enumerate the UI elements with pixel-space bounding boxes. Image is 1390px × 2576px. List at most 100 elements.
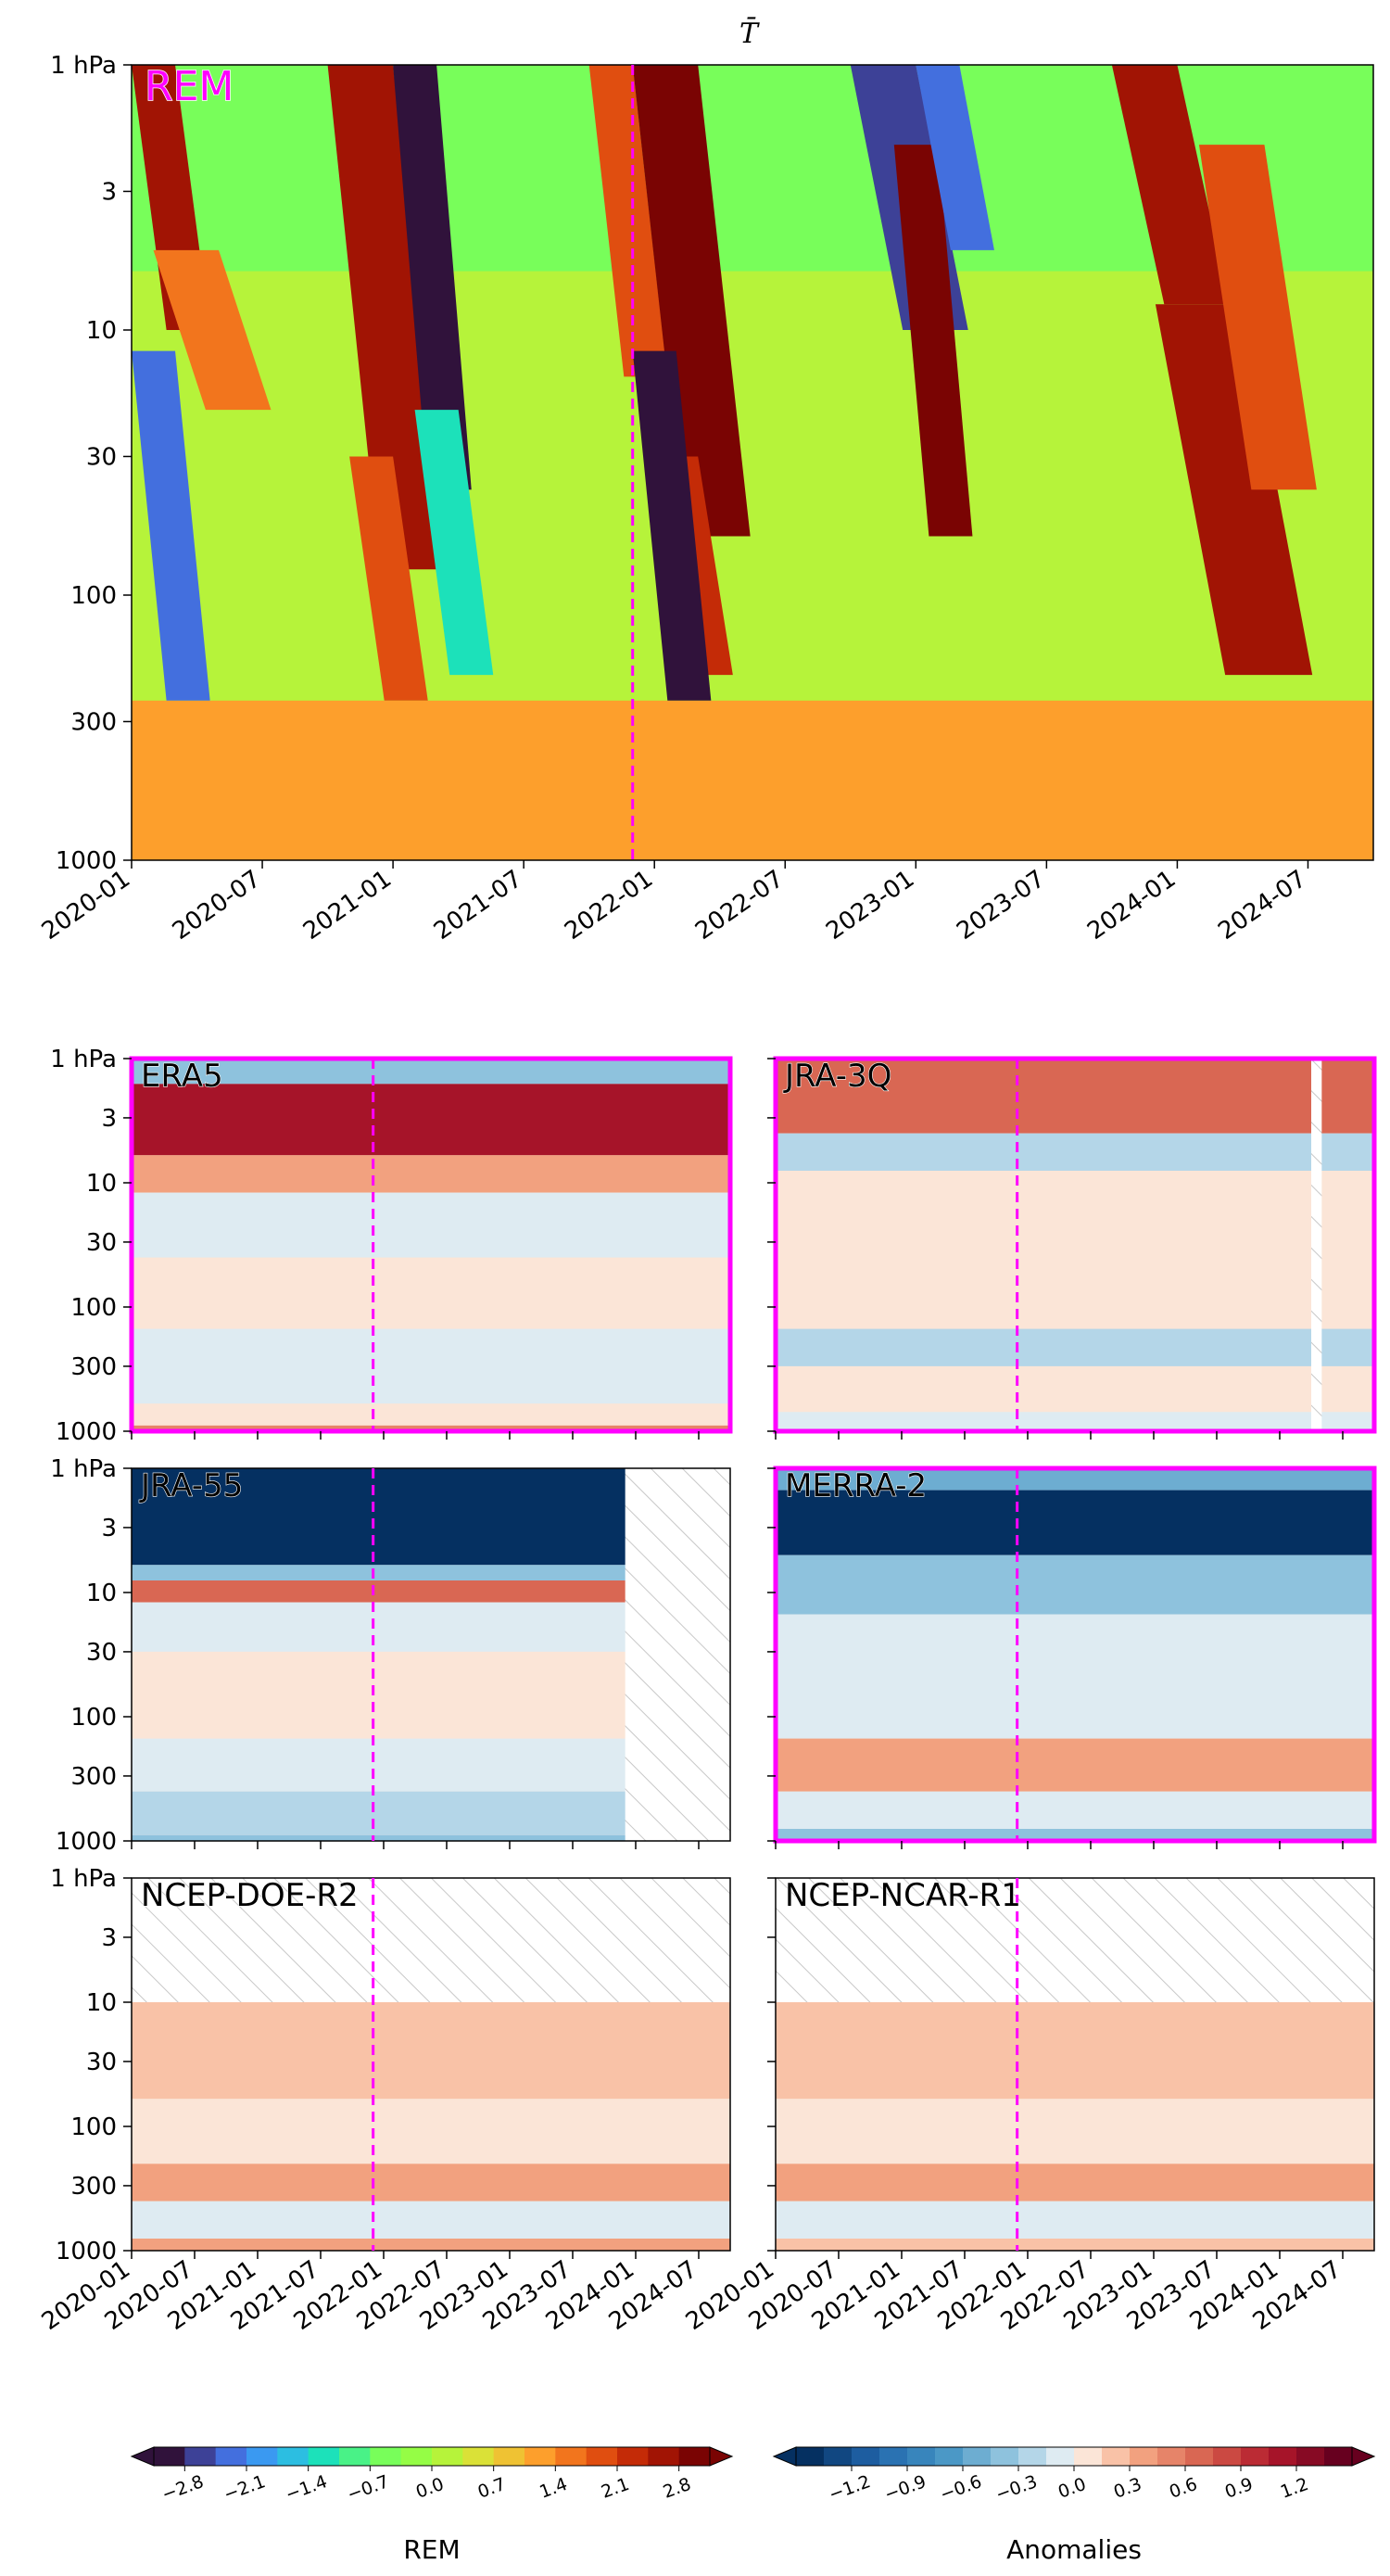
colorbar-extend-high [709,2446,734,2467]
y-tick-label: 10 [86,1170,117,1198]
colorbar-segment [1046,2447,1075,2466]
colorbar-segment [1102,2447,1131,2466]
colorbar-segment [1324,2447,1353,2466]
missing-data-hatch [776,1878,1374,2002]
colorbar-segment [648,2447,680,2466]
colorbar-segment [246,2447,278,2466]
anomaly-layer [776,1133,1374,1172]
colorbar-segment [400,2447,433,2466]
anomaly-layer [776,1829,1374,1841]
panel-highlight-frame [773,1466,1377,1844]
panel-label: MERRA-2 [785,1467,927,1504]
y-tick-label: 1000 [56,1418,117,1446]
y-tick-label: 3 [101,1515,117,1542]
y-tick-label: 100 [70,1704,117,1732]
rem-feature [588,65,668,377]
rem-x-tick-label: 2020-07 [168,865,266,945]
colorbar-segment [1213,2447,1242,2466]
colorbar-tick-label: 0.6 [1167,2474,1200,2503]
anomaly-layer [132,2164,730,2202]
rem-feature [349,456,428,701]
colorbar-segment [991,2447,1019,2466]
rem-x-tick-label: 2023-07 [952,865,1050,945]
y-tick-label: 1 hPa [50,1046,117,1073]
colorbar-segment [184,2447,217,2466]
anomaly-layer [776,1554,1374,1615]
panel-ncep-doe-r2-plot-area [132,1878,730,2251]
colorbar-segment [586,2447,618,2466]
colorbar-segment [1185,2447,1214,2466]
rem-feature [414,410,494,676]
anomaly-layer [776,1468,1374,1491]
anomaly-layer [776,1328,1374,1366]
rem-y-tick-label: 1 hPa [50,52,117,80]
colorbar-segment [339,2447,371,2466]
y-tick-label: 30 [86,1639,117,1667]
colorbar-tick-label: 0.7 [475,2474,509,2503]
rem-x-tick-label: 2020-01 [37,865,135,945]
rem-y-tick-label: 300 [70,708,117,736]
anomaly-layer [776,1059,1374,1134]
missing-data-hatch [625,1468,730,1841]
y-tick-label: 300 [70,1763,117,1791]
rem-feature [1155,304,1313,676]
rem-feature [632,350,712,701]
colorbar-tick-label: 2.8 [661,2474,694,2503]
colorbar-segment [1157,2447,1186,2466]
rem-x-tick-label: 2022-01 [560,865,658,945]
anomaly-layer [776,2002,1374,2100]
anomaly-layer [776,2099,1374,2164]
y-tick-label: 30 [86,1229,117,1257]
rem-axes-frame [131,64,1374,861]
colorbar-segment [1296,2447,1325,2466]
rem-y-tick-label: 30 [86,443,117,471]
colorbar-segment [1241,2447,1270,2466]
anomaly-layer [776,1614,1374,1739]
colorbar-tick-label: −2.8 [159,2471,207,2505]
anomaly-layer [132,2002,730,2100]
anomaly-layer [132,1328,730,1404]
panel-frame [131,1467,731,1842]
colorbar-segment [524,2447,556,2466]
colorbar-segment [1269,2447,1297,2466]
anomaly-layer [776,1490,1374,1555]
y-tick-label: 100 [70,2113,117,2141]
figure-title: T̄ [739,17,760,50]
panel-era5-plot-area [132,1059,730,1431]
missing-data-hatch [132,1878,730,2002]
anomaly-layer [132,1084,730,1156]
colorbar-segment [308,2447,340,2466]
rem-y-tick-label: 1000 [56,847,117,875]
colorbar-extend-high [1351,2446,1376,2467]
colorbar-segment [963,2447,992,2466]
anomaly-layer [776,1241,1374,1329]
colorbar-label: Anomalies [1006,2534,1142,2565]
y-tick-label: 10 [86,1580,117,1607]
anomaly-layer [132,1425,730,1431]
rem-feature [153,249,272,411]
rem-x-tick-label: 2024-07 [1213,865,1311,945]
colorbar-segment [852,2447,880,2466]
colorbar-tick-label: 0.3 [1111,2474,1144,2503]
colorbar-tick-label: −0.6 [938,2471,985,2505]
anomaly-layer [132,1403,730,1426]
colorbar-segment [370,2447,402,2466]
colorbar-segment [277,2447,310,2466]
anomaly-layer [132,1834,730,1841]
panel-highlight-frame [773,1056,1377,1434]
panel-label: JRA-3Q [783,1058,891,1095]
anomaly-layer [776,1791,1374,1830]
anomaly-layer [776,2239,1374,2251]
anomaly-layer [776,1365,1374,1413]
colorbar-tick-label: −0.3 [993,2471,1041,2505]
panel-frame [131,1877,731,2252]
panel-ncep-ncar-r1-plot-area [776,1878,1374,2251]
colorbar-tick-label: 2.1 [599,2474,632,2503]
y-tick-label: 1 hPa [50,1455,117,1483]
colorbar-extend-low [772,2446,797,2467]
rem-x-tick-label: 2023-01 [821,865,919,945]
y-tick-label: 1 hPa [50,1865,117,1893]
anomaly-layer [776,2164,1374,2202]
colorbar-segment [879,2447,908,2466]
y-tick-label: 10 [86,1989,117,2017]
